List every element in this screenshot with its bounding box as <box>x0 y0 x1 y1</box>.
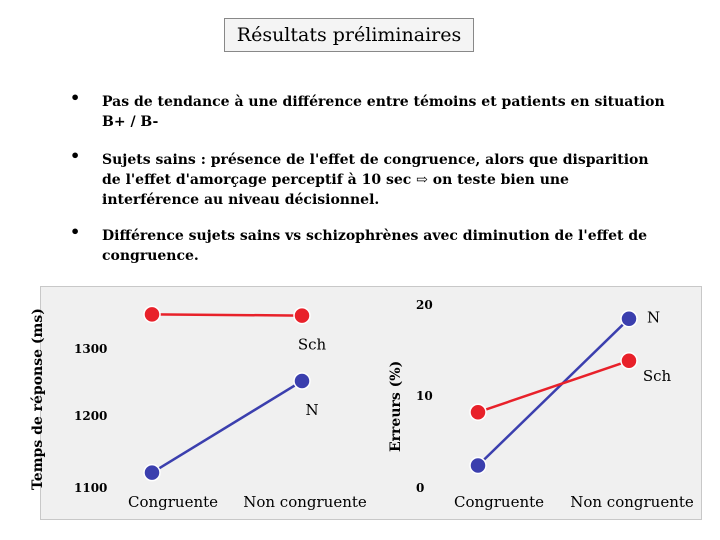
series-line <box>477 317 630 467</box>
y-tick-label: 0 <box>416 481 424 495</box>
x-category-label: Non congruente <box>243 493 367 511</box>
y-tick-label: 10 <box>416 389 433 403</box>
series-line <box>477 359 630 414</box>
bullet-text: Différence sujets sains vs schizophrènes… <box>102 228 648 264</box>
data-point <box>469 456 487 475</box>
series-label: N <box>647 309 660 327</box>
data-point <box>143 305 161 324</box>
series-label: Sch <box>298 336 327 354</box>
data-point <box>620 309 638 328</box>
series-line <box>151 313 303 317</box>
data-point <box>293 372 311 390</box>
bullet-dot-icon: • <box>70 88 81 107</box>
data-point <box>469 403 487 421</box>
y-tick-label: 20 <box>416 298 433 312</box>
series-label: Sch <box>643 367 672 385</box>
data-point <box>620 352 638 370</box>
bullet-item: • Différence sujets sains vs schizophrèn… <box>70 222 670 266</box>
data-point <box>293 306 311 325</box>
bullet-item: • Pas de tendance à une différence entre… <box>70 88 670 132</box>
bullet-text: Sujets sains : présence de l'effet de co… <box>102 152 649 208</box>
bullet-list: • Pas de tendance à une différence entre… <box>70 88 670 284</box>
series-line <box>151 379 303 474</box>
bullet-dot-icon: • <box>70 146 81 165</box>
y-tick-label: 1300 <box>74 342 107 356</box>
x-category-label: Congruente <box>128 493 218 511</box>
bullet-dot-icon: • <box>70 222 81 241</box>
y-tick-label: 1100 <box>74 481 107 495</box>
x-category-label: Congruente <box>454 493 544 511</box>
data-point <box>143 463 161 482</box>
x-category-label: Non congruente <box>570 493 694 511</box>
series-label: N <box>305 401 318 419</box>
slide-title: Résultats préliminaires <box>224 18 474 52</box>
y-tick-label: 1200 <box>74 409 107 423</box>
bullet-text: Pas de tendance à une différence entre t… <box>102 94 665 130</box>
bullet-item: • Sujets sains : présence de l'effet de … <box>70 146 670 210</box>
